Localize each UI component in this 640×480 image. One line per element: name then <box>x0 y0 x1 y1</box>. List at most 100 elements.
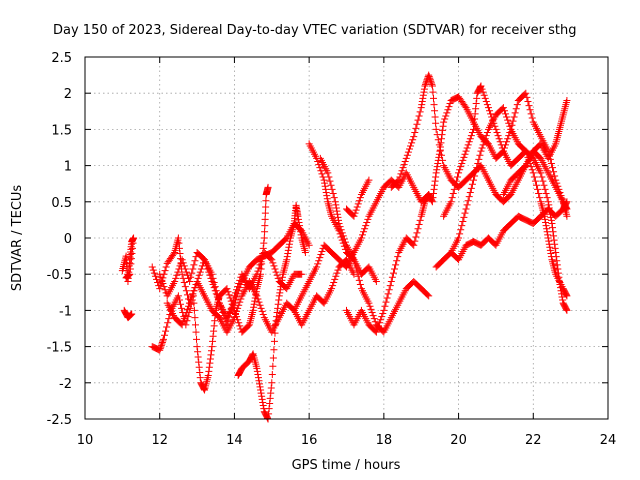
data-point <box>425 292 433 300</box>
data-point <box>329 190 337 198</box>
data-point <box>367 305 375 313</box>
data-point <box>329 282 337 290</box>
data-point <box>235 319 243 327</box>
data-point <box>161 267 169 275</box>
data-point <box>426 76 434 84</box>
data-point <box>235 301 243 309</box>
data-point <box>383 294 391 302</box>
data-point <box>256 261 264 269</box>
data-point <box>171 277 179 285</box>
data-point <box>413 120 421 128</box>
data-point <box>420 85 428 93</box>
data-point <box>161 331 169 339</box>
series-arc-5 <box>156 220 313 322</box>
data-point <box>543 225 551 233</box>
data-point <box>405 145 413 153</box>
data-point <box>538 173 546 181</box>
data-point <box>365 176 373 184</box>
data-point <box>195 271 203 279</box>
data-point <box>544 231 552 239</box>
series-arc-16 <box>432 198 571 271</box>
data-point <box>284 246 292 254</box>
data-point <box>536 194 544 202</box>
data-point <box>462 205 470 213</box>
data-point <box>353 203 361 211</box>
data-point <box>449 190 457 198</box>
data-point <box>558 293 566 301</box>
data-point <box>268 256 276 264</box>
data-point <box>331 198 339 206</box>
data-point <box>223 285 231 293</box>
data-point <box>379 310 387 318</box>
data-point <box>492 125 500 133</box>
data-point <box>195 358 203 366</box>
data-point <box>231 296 239 304</box>
data-point <box>277 280 285 288</box>
data-point <box>256 383 264 391</box>
data-point <box>200 385 208 393</box>
data-point <box>182 308 190 316</box>
data-point <box>159 335 167 343</box>
data-point <box>130 234 138 242</box>
data-point <box>230 299 238 307</box>
data-point <box>456 230 464 238</box>
data-point <box>261 222 269 230</box>
data-point <box>123 273 131 281</box>
data-point <box>178 321 186 329</box>
data-point <box>399 164 407 172</box>
data-point <box>261 215 269 223</box>
data-point <box>410 133 418 141</box>
data-point <box>353 268 361 276</box>
data-point <box>271 265 279 273</box>
data-point <box>260 234 268 242</box>
data-point <box>126 312 134 320</box>
data-point <box>196 268 204 276</box>
data-point <box>471 110 479 118</box>
data-point <box>363 218 371 226</box>
data-point <box>547 160 555 168</box>
data-point <box>325 173 333 181</box>
data-point <box>260 239 268 247</box>
data-point <box>466 188 474 196</box>
y-tick-label: -0.5 <box>47 268 72 283</box>
data-point <box>188 269 196 277</box>
data-point <box>257 270 265 278</box>
data-point <box>272 317 280 325</box>
data-point <box>317 251 325 259</box>
data-point <box>236 298 244 306</box>
data-point <box>550 168 558 176</box>
data-point <box>203 262 211 270</box>
data-point <box>259 398 267 406</box>
data-point <box>389 269 397 277</box>
data-point <box>208 343 216 351</box>
data-point <box>265 405 273 413</box>
data-point <box>224 288 232 296</box>
data-point <box>483 101 491 109</box>
data-point <box>563 306 571 314</box>
data-point <box>388 273 396 281</box>
data-point <box>403 151 411 159</box>
data-point <box>283 256 291 264</box>
data-point <box>545 237 553 245</box>
data-point <box>181 312 189 320</box>
data-point <box>253 367 261 375</box>
y-tick-label: 0.5 <box>51 196 72 211</box>
data-point <box>274 300 282 308</box>
data-point <box>257 304 265 312</box>
data-point <box>445 103 453 111</box>
data-point <box>326 177 334 185</box>
data-point <box>160 283 168 291</box>
data-point <box>267 384 275 392</box>
data-point <box>341 238 349 246</box>
data-point <box>502 110 510 118</box>
data-point <box>351 209 359 217</box>
data-point <box>472 168 480 176</box>
data-point <box>433 131 441 139</box>
data-point <box>477 82 485 90</box>
data-point <box>351 260 359 268</box>
data-point <box>177 255 185 263</box>
data-point <box>486 107 494 115</box>
data-point <box>466 135 474 143</box>
data-point <box>273 271 281 279</box>
data-point <box>267 389 275 397</box>
